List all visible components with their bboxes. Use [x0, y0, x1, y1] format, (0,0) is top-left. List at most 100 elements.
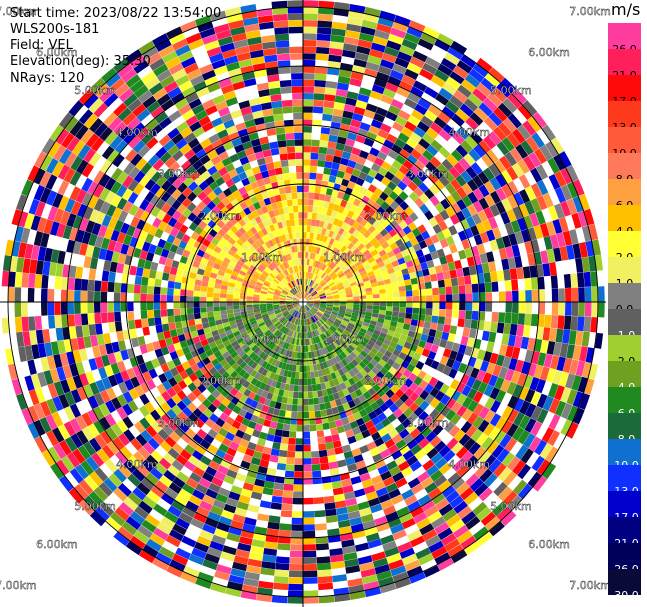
- range-gate-cell: [318, 327, 324, 334]
- range-gate-cell: [294, 338, 298, 345]
- range-gate-cell: [298, 218, 303, 226]
- range-gate-cell: [142, 222, 152, 233]
- range-gate-cell: [373, 407, 383, 417]
- range-gate-cell: [558, 371, 569, 387]
- range-gate-cell: [253, 394, 261, 403]
- range-gate-cell: [294, 311, 299, 318]
- range-gate-cell: [316, 40, 331, 48]
- range-gate-cell: [474, 464, 488, 478]
- range-gate-cell: [465, 302, 473, 311]
- range-gate-cell: [144, 413, 156, 426]
- range-gate-cell: [310, 152, 319, 160]
- range-gate-cell: [253, 337, 261, 345]
- range-gate-cell: [318, 589, 334, 597]
- range-gate-cell: [346, 324, 354, 331]
- range-gate-cell: [85, 133, 99, 148]
- range-gate-cell: [285, 342, 290, 350]
- range-gate-cell: [433, 353, 443, 363]
- range-gate-cell: [262, 554, 277, 563]
- range-gate-cell: [271, 282, 278, 287]
- range-gate-cell: [75, 400, 87, 415]
- range-gate-cell: [451, 401, 462, 413]
- range-gate-cell: [288, 583, 303, 591]
- range-gate-cell: [184, 444, 196, 455]
- range-gate-cell: [329, 400, 337, 408]
- range-gate-cell: [491, 444, 505, 459]
- range-gate-cell: [14, 272, 23, 288]
- range-gate-cell: [272, 344, 278, 352]
- range-gate-cell: [283, 369, 289, 377]
- range-gate-cell: [282, 173, 290, 181]
- range-gate-cell: [262, 337, 270, 345]
- range-gate-cell: [451, 477, 465, 490]
- range-gate-cell: [138, 549, 156, 564]
- range-gate-cell: [307, 212, 313, 219]
- range-gate-cell: [225, 375, 234, 384]
- range-gate-cell: [299, 312, 302, 319]
- range-gate-cell: [315, 322, 320, 329]
- range-gate-cell: [146, 302, 154, 311]
- range-gate-cell: [247, 312, 255, 317]
- range-gate-cell: [295, 311, 299, 318]
- range-gate-cell: [231, 327, 239, 334]
- range-gate-cell: [343, 552, 358, 561]
- range-gate-cell: [351, 383, 360, 392]
- range-gate-cell: [292, 310, 297, 316]
- range-gate-cell: [358, 423, 368, 433]
- range-gate-cell: [200, 257, 209, 265]
- range-gate-cell: [303, 464, 312, 472]
- range-gate-cell: [238, 350, 246, 358]
- range-gate-cell: [315, 377, 321, 385]
- range-gate-cell: [107, 217, 118, 230]
- range-gate-cell: [385, 334, 393, 342]
- range-gate-cell: [44, 247, 53, 262]
- range-gate-cell: [277, 323, 283, 330]
- range-gate-cell: [412, 307, 420, 314]
- range-gate-cell: [122, 403, 133, 416]
- range-gate-cell: [271, 336, 278, 343]
- range-gate-cell: [230, 485, 243, 495]
- range-gate-cell: [430, 344, 439, 353]
- range-gate-cell: [126, 245, 136, 257]
- range-gate-cell: [303, 398, 309, 406]
- range-gate-cell: [24, 375, 35, 392]
- range-gate-cell: [148, 243, 157, 254]
- range-gate-cell: [364, 435, 374, 445]
- range-gate-cell: [456, 393, 467, 405]
- range-gate-cell: [326, 337, 333, 344]
- range-gate-cell: [266, 276, 273, 282]
- range-gate-cell: [209, 325, 218, 332]
- range-gate-cell: [526, 452, 540, 468]
- range-gate-cell: [296, 311, 300, 319]
- range-gate-cell: [303, 590, 319, 598]
- range-gate-cell: [173, 166, 185, 178]
- range-gate-cell: [311, 126, 322, 134]
- range-gate-cell: [199, 352, 208, 361]
- range-gate-cell: [274, 321, 281, 327]
- range-gate-cell: [103, 497, 119, 512]
- range-gate-cell: [89, 437, 102, 453]
- range-gate-cell: [179, 370, 189, 380]
- range-gate-cell: [99, 173, 111, 188]
- range-gate-cell: [436, 323, 444, 332]
- range-gate-cell: [101, 145, 115, 160]
- range-gate-cell: [260, 567, 275, 576]
- range-gate-cell: [321, 316, 328, 321]
- range-gate-cell: [409, 460, 422, 472]
- range-gate-cell: [162, 168, 174, 180]
- range-gate-cell: [324, 94, 336, 102]
- range-gate-cell: [274, 27, 289, 35]
- range-gate-cell: [297, 352, 301, 359]
- range-gate-cell: [310, 444, 319, 452]
- range-gate-cell: [191, 547, 207, 559]
- range-gate-cell: [166, 360, 176, 370]
- range-gate-cell: [379, 582, 397, 594]
- range-gate-cell: [178, 422, 190, 433]
- range-gate-cell: [310, 351, 315, 358]
- range-gate-cell: [383, 408, 393, 418]
- range-gate-cell: [399, 383, 409, 393]
- range-gate-cell: [127, 473, 141, 487]
- range-gate-cell: [349, 590, 366, 600]
- range-gate-cell: [412, 417, 423, 428]
- range-gate-cell: [369, 320, 377, 326]
